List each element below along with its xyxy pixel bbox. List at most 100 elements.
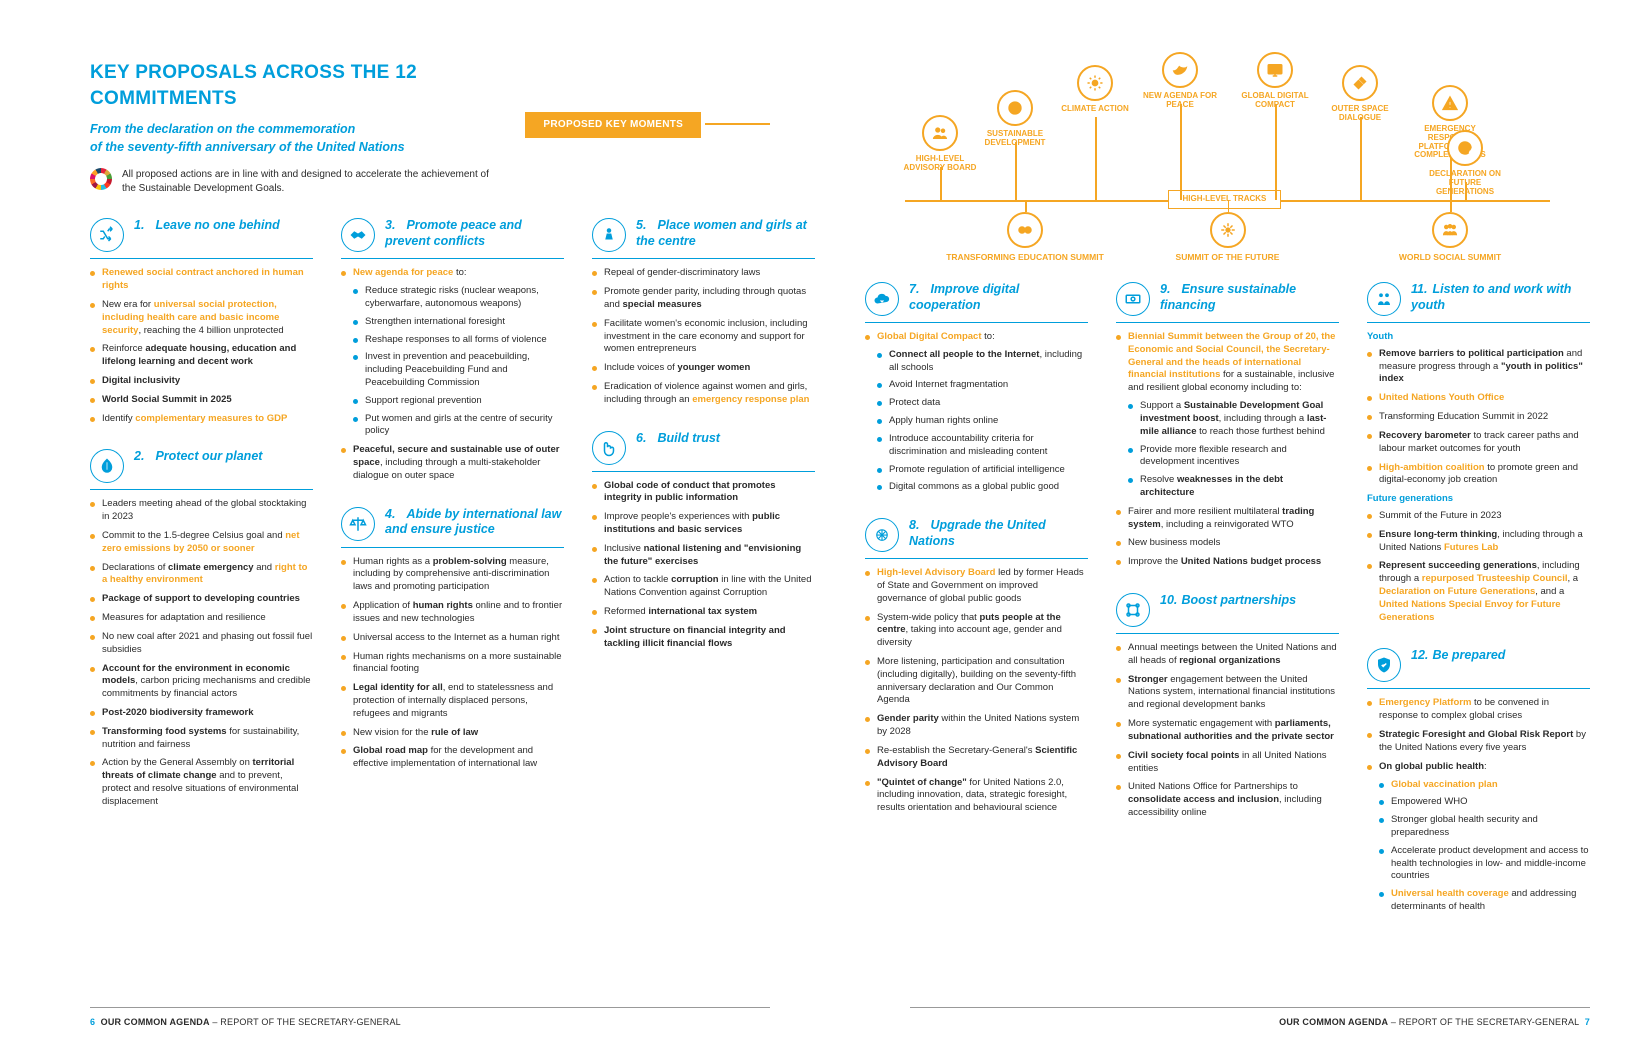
bullet-list: Repeal of gender-discriminatory lawsProm… bbox=[592, 267, 815, 406]
diagram-summit: SUMMIT OF THE FUTURE bbox=[1148, 212, 1308, 263]
list-item: "Quintet of change" for United Nations 2… bbox=[865, 777, 1088, 815]
bullet-list: High-level Advisory Board led by former … bbox=[865, 567, 1088, 815]
section-heading: Youth bbox=[1367, 331, 1590, 344]
list-item: Identify complementary measures to GDP bbox=[90, 413, 313, 426]
diagram-node: SUSTAINABLE DEVELOPMENT bbox=[970, 90, 1060, 148]
list-item: More systematic engagement with parliame… bbox=[1116, 718, 1339, 744]
list-item: New agenda for peace to:Reduce strategic… bbox=[341, 267, 564, 438]
commitment-6: 6. Build trustGlobal code of conduct tha… bbox=[592, 431, 815, 657]
list-item: Digital inclusivity bbox=[90, 375, 313, 388]
sdg-note: All proposed actions are in line with an… bbox=[122, 168, 495, 196]
commitment-12: 12. Be preparedEmergency Platform to be … bbox=[1367, 648, 1590, 919]
list-item: Action by the General Assembly on territ… bbox=[90, 757, 313, 808]
list-item: Joint structure on financial integrity a… bbox=[592, 625, 815, 651]
list-item: Improve people's experiences with public… bbox=[592, 511, 815, 537]
dove-icon bbox=[1162, 52, 1198, 88]
diagram-summit: WORLD SOCIAL SUMMIT bbox=[1370, 212, 1530, 263]
list-item: Include voices of younger women bbox=[592, 362, 815, 375]
list-item: Legal identity for all, end to stateless… bbox=[341, 682, 564, 720]
moments-diagram: HIGH-LEVEL TRACKSHIGH-LEVEL ADVISORY BOA… bbox=[865, 60, 1590, 270]
list-item: Transforming Education Summit in 2022 bbox=[1367, 411, 1590, 424]
diagram-node: NEW AGENDA FOR PEACE bbox=[1135, 52, 1225, 110]
hand-icon bbox=[592, 431, 626, 465]
list-item: Promote gender parity, including through… bbox=[592, 286, 815, 312]
youth-icon bbox=[1367, 282, 1401, 316]
list-item: On global public health:Global vaccinati… bbox=[1367, 761, 1590, 914]
sun-icon bbox=[1077, 65, 1113, 101]
list-item: Global Digital Compact to:Connect all pe… bbox=[865, 331, 1088, 494]
bullet-list: Renewed social contract anchored in huma… bbox=[90, 267, 313, 425]
list-item: Ensure long-term thinking, including thr… bbox=[1367, 529, 1590, 555]
list-item: Put women and girls at the centre of sec… bbox=[353, 413, 564, 439]
list-item: Digital commons as a global public good bbox=[877, 481, 1088, 494]
satellite-icon bbox=[1342, 65, 1378, 101]
list-item: Resolve weaknesses in the debt architect… bbox=[1128, 474, 1339, 500]
commitment-title: 11. Listen to and work with youth bbox=[1411, 282, 1590, 313]
moments-badge: PROPOSED KEY MOMENTS bbox=[525, 112, 701, 138]
commitment-2: 2. Protect our planetLeaders meeting ahe… bbox=[90, 449, 313, 814]
footer-right: OUR COMMON AGENDA – REPORT OF THE SECRET… bbox=[1279, 1016, 1590, 1028]
diagram-node: GLOBAL DIGITAL COMPACT bbox=[1230, 52, 1320, 110]
page-title: KEY PROPOSALS ACROSS THE 12 COMMITMENTS bbox=[90, 60, 495, 111]
list-item: Transforming food systems for sustainabi… bbox=[90, 726, 313, 752]
list-item: Post-2020 biodiversity framework bbox=[90, 707, 313, 720]
handshake-icon bbox=[341, 218, 375, 252]
list-item: Support a Sustainable Development Goal i… bbox=[1128, 400, 1339, 438]
subtitle: From the declaration on the commemoratio… bbox=[90, 121, 495, 156]
commitment-title: 4. Abide by international law and ensure… bbox=[385, 507, 564, 538]
right-page: HIGH-LEVEL TRACKSHIGH-LEVEL ADVISORY BOA… bbox=[865, 60, 1590, 920]
commitment-title: 10. Boost partnerships bbox=[1160, 593, 1296, 609]
bullet-list: Summit of the Future in 2023Ensure long-… bbox=[1367, 510, 1590, 625]
list-item: Strategic Foresight and Global Risk Repo… bbox=[1367, 729, 1590, 755]
commitment-9: 9. Ensure sustainable financingBiennial … bbox=[1116, 282, 1339, 575]
list-item: Apply human rights online bbox=[877, 415, 1088, 428]
list-item: Stronger engagement between the United N… bbox=[1116, 674, 1339, 712]
money-icon bbox=[1116, 282, 1150, 316]
list-item: Recovery barometer to track career paths… bbox=[1367, 430, 1590, 456]
bullet-list: Human rights as a problem-solving measur… bbox=[341, 556, 564, 771]
burst-icon bbox=[1210, 212, 1246, 248]
screen-icon bbox=[1257, 52, 1293, 88]
shuffle-icon bbox=[90, 218, 124, 252]
list-item: Commit to the 1.5-degree Celsius goal an… bbox=[90, 530, 313, 556]
list-item: Gender parity within the United Nations … bbox=[865, 713, 1088, 739]
commitment-3: 3. Promote peace and prevent conflicts Ne… bbox=[341, 218, 564, 488]
track-label: HIGH-LEVEL TRACKS bbox=[1168, 190, 1282, 209]
group-icon bbox=[1432, 212, 1468, 248]
list-item: New era for universal social protection,… bbox=[90, 299, 313, 337]
commitment-5: 5. Place women and girls at the centreRe… bbox=[592, 218, 815, 412]
list-item: United Nations Youth Office bbox=[1367, 392, 1590, 405]
right-columns: 7. Improve digital cooperationGlobal Dig… bbox=[865, 282, 1590, 920]
list-item: Empowered WHO bbox=[1379, 796, 1590, 809]
list-item: Fairer and more resilient multilateral t… bbox=[1116, 506, 1339, 532]
list-item: Represent succeeding generations, includ… bbox=[1367, 560, 1590, 624]
cycle-icon bbox=[1447, 130, 1483, 166]
list-item: United Nations Office for Partnerships t… bbox=[1116, 781, 1339, 819]
list-item: Promote regulation of artificial intelli… bbox=[877, 464, 1088, 477]
list-item: More listening, participation and consul… bbox=[865, 656, 1088, 707]
bullet-list: Biennial Summit between the Group of 20,… bbox=[1116, 331, 1339, 569]
bullet-list: Global code of conduct that promotes int… bbox=[592, 480, 815, 651]
list-item: Introduce accountability criteria for di… bbox=[877, 433, 1088, 459]
list-item: Measures for adaptation and resilience bbox=[90, 612, 313, 625]
section-heading: Future generations bbox=[1367, 493, 1590, 506]
commitment-title: 3. Promote peace and prevent conflicts bbox=[385, 218, 564, 249]
list-item: Biennial Summit between the Group of 20,… bbox=[1116, 331, 1339, 500]
list-item: Account for the environment in economic … bbox=[90, 663, 313, 701]
list-item: Package of support to developing countri… bbox=[90, 593, 313, 606]
bullet-list: Global Digital Compact to:Connect all pe… bbox=[865, 331, 1088, 494]
commitment-8: 8. Upgrade the United NationsHigh-level … bbox=[865, 518, 1088, 821]
shield-icon bbox=[1367, 648, 1401, 682]
commitment-7: 7. Improve digital cooperationGlobal Dig… bbox=[865, 282, 1088, 500]
globe-icon bbox=[997, 90, 1033, 126]
list-item: Annual meetings between the United Natio… bbox=[1116, 642, 1339, 668]
list-item: High-ambition coalition to promote green… bbox=[1367, 462, 1590, 488]
left-columns: 1. Leave no one behindRenewed social con… bbox=[90, 218, 815, 814]
list-item: Declarations of climate emergency and ri… bbox=[90, 562, 313, 588]
list-item: No new coal after 2021 and phasing out f… bbox=[90, 631, 313, 657]
cloud-icon bbox=[865, 282, 899, 316]
list-item: Avoid Internet fragmentation bbox=[877, 379, 1088, 392]
footer-left: 6 OUR COMMON AGENDA – REPORT OF THE SECR… bbox=[90, 1016, 401, 1028]
commitment-title: 12. Be prepared bbox=[1411, 648, 1505, 664]
alert-icon bbox=[1432, 85, 1468, 121]
